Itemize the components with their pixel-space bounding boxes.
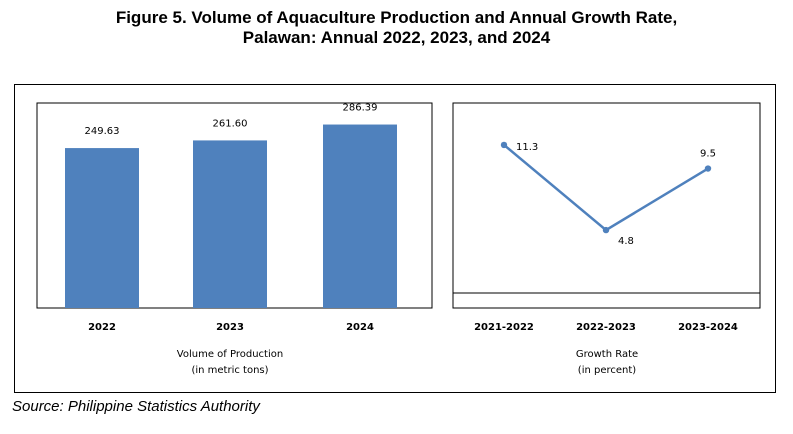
line-value-label: 4.8 [618, 236, 634, 247]
line-chart-xlabel-unit: (in percent) [578, 365, 636, 376]
source-note: Source: Philippine Statistics Authority [12, 398, 260, 415]
bar-value-label: 286.39 [343, 103, 378, 114]
bar [65, 148, 139, 308]
line-chart-xlabel: Growth Rate [576, 349, 638, 360]
line-point [500, 141, 508, 149]
line-value-label: 11.3 [516, 142, 538, 153]
bar-category-label: 2022 [88, 322, 116, 333]
bar-chart-xlabel: Volume of Production [177, 349, 283, 360]
bar [193, 140, 267, 308]
bar-chart: 249.63 2022 261.60 2023 286.39 2024 Volume of… [36, 102, 433, 376]
bar [323, 124, 397, 308]
line-chart: 11.3 2021-2022 4.8 2022-2023 9.5 2023-2024 Gr… [452, 102, 761, 376]
figure-frame [14, 84, 776, 393]
chart-title: Figure 5. Volume of Aquaculture Producti… [0, 8, 793, 48]
line-category-label: 2022-2023 [576, 322, 636, 333]
bar-category-label: 2024 [346, 322, 374, 333]
chart-title-line-1: Figure 5. Volume of Aquaculture Producti… [115, 8, 678, 27]
line-value-label: 9.5 [700, 149, 716, 160]
bar-category-label: 2023 [216, 322, 244, 333]
line-point [602, 226, 610, 234]
line-category-label: 2023-2024 [678, 322, 738, 333]
growth-rate-line [503, 143, 709, 232]
line-category-label: 2021-2022 [474, 322, 534, 333]
chart-title-line-2: Palawan: Annual 2022, 2023, and 2024 [242, 28, 551, 47]
line-point [704, 165, 712, 172]
bar-chart-xlabel-unit: (in metric tons) [191, 365, 268, 376]
bar-value-label: 249.63 [85, 126, 120, 137]
bar-value-label: 261.60 [213, 118, 248, 129]
line-plot-area [452, 102, 761, 309]
